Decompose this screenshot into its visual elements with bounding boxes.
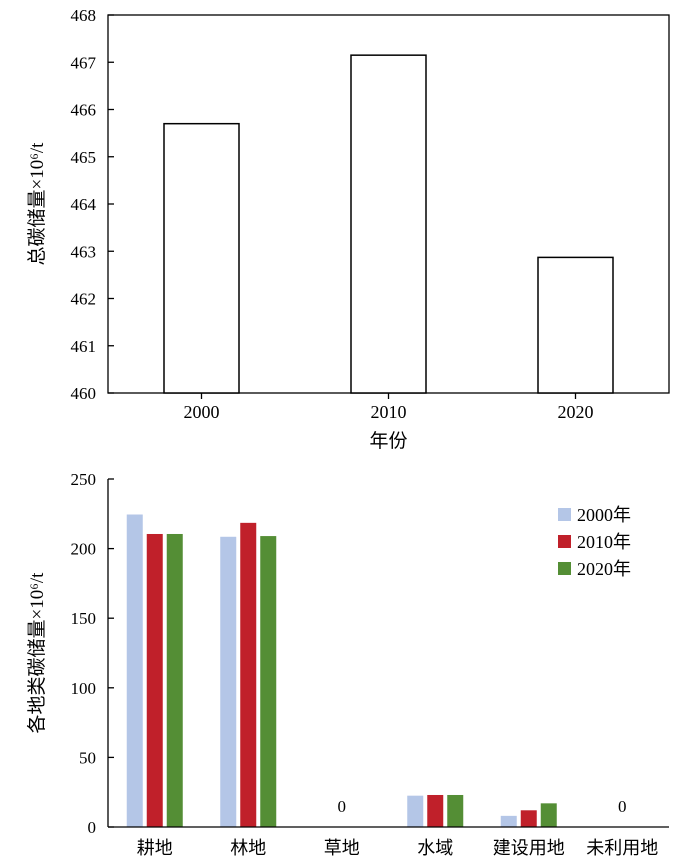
bar-林地-2000年 <box>220 536 237 827</box>
y-tick-label: 465 <box>71 148 97 167</box>
y-tick-label: 461 <box>71 337 97 356</box>
y-axis-title: 各地类碳储量×10⁶/t <box>26 572 48 734</box>
legend-swatch <box>558 535 571 548</box>
y-tick-label: 464 <box>71 195 97 214</box>
bar-林地-2020年 <box>260 536 277 827</box>
bar-建设用地-2000年 <box>500 815 517 827</box>
bar-2020 <box>537 256 614 394</box>
x-tick-label: 水域 <box>417 838 453 858</box>
legend-swatch <box>558 562 571 575</box>
y-tick-label: 463 <box>71 242 97 261</box>
x-axis-ticks: 耕地 林地 草地 水域 建设用地 未利用地 <box>137 838 659 858</box>
bar-2000 <box>163 122 240 394</box>
y-tick-label: 50 <box>79 748 96 767</box>
y-tick-label: 460 <box>71 384 97 403</box>
x-axis-ticks: 2000 2010 2020 <box>184 393 594 422</box>
y-tick-label: 250 <box>71 470 97 489</box>
zero-value-label: 0 <box>618 797 627 816</box>
y-tick-label: 100 <box>71 679 97 698</box>
x-tick-label: 2010 <box>371 402 407 422</box>
bars <box>163 54 614 394</box>
bar-建设用地-2010年 <box>520 810 537 827</box>
zero-value-label: 0 <box>338 797 347 816</box>
bar-水域-2010年 <box>427 794 444 827</box>
x-tick-label: 2020 <box>558 402 594 422</box>
bar-耕地-2000年 <box>126 514 143 827</box>
y-tick-label: 466 <box>71 101 97 120</box>
legend-swatch <box>558 508 571 521</box>
bar-林地-2010年 <box>240 522 257 827</box>
bars <box>126 514 557 827</box>
x-tick-label: 未利用地 <box>586 838 658 858</box>
legend-label: 2010年 <box>577 532 631 552</box>
bar-2010 <box>350 54 427 394</box>
legend: 2000年 2010年 2020年 <box>558 505 631 579</box>
bar-建设用地-2020年 <box>540 803 557 827</box>
y-axis-ticks: 0 50 100 150 200 250 <box>71 470 114 837</box>
y-tick-label: 200 <box>71 540 97 559</box>
bar-耕地-2010年 <box>146 533 163 827</box>
total-carbon-chart: 460 461 462 463 464 465 466 467 468 2000 2010 2020… <box>26 6 670 452</box>
y-tick-label: 468 <box>71 6 97 25</box>
y-tick-label: 0 <box>88 818 97 837</box>
y-axis-ticks: 460 461 462 463 464 465 466 467 468 <box>71 6 114 403</box>
x-tick-label: 2000 <box>184 402 220 422</box>
x-axis-title: 年份 <box>369 430 407 452</box>
x-tick-label: 建设用地 <box>493 838 565 858</box>
y-tick-label: 467 <box>71 53 97 72</box>
bar-耕地-2020年 <box>166 533 183 827</box>
legend-label: 2020年 <box>577 559 631 579</box>
bar-水域-2000年 <box>407 795 424 827</box>
x-tick-label: 草地 <box>324 838 360 858</box>
x-tick-label: 林地 <box>230 838 266 858</box>
y-axis-title: 总碳储量×10⁶/t <box>26 142 48 266</box>
legend-label: 2000年 <box>577 505 631 525</box>
bar-水域-2020年 <box>447 794 464 827</box>
x-tick-label: 耕地 <box>137 838 173 858</box>
y-tick-label: 462 <box>71 290 97 309</box>
y-tick-label: 150 <box>71 609 97 628</box>
